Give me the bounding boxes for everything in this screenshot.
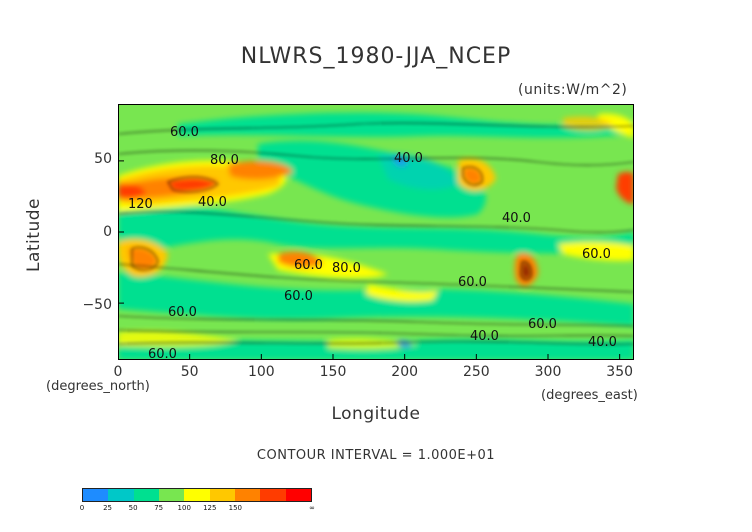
colorbar-swatch — [285, 489, 311, 501]
contour-label: 40.0 — [394, 151, 423, 166]
x-tick-label: 100 — [247, 364, 275, 380]
contour-lines — [118, 122, 634, 345]
contour-label: 60.0 — [528, 317, 557, 332]
y-axis-label: Latitude — [24, 198, 44, 272]
colorbar-tick-label: 125 — [203, 504, 217, 512]
y-tick-label: −50 — [82, 297, 112, 313]
units-label: (units:W/m^2) — [518, 82, 628, 98]
colorbar-tick-label: 50 — [128, 504, 138, 512]
contour-label: 60.0 — [284, 289, 313, 304]
heatmap-field — [118, 112, 634, 360]
colorbar — [82, 488, 312, 502]
x-tick-label: 250 — [462, 364, 490, 380]
axis-ticks — [118, 160, 621, 360]
colorbar-swatch — [184, 489, 210, 501]
contour-label: 60.0 — [170, 125, 199, 140]
colorbar-swatch — [108, 489, 134, 501]
colorbar-tick-label: 100 — [177, 504, 191, 512]
colorbar-swatch — [234, 489, 261, 501]
contour-label: 60.0 — [294, 258, 323, 273]
contour-label: 40.0 — [502, 211, 531, 226]
x-tick-label: 350 — [606, 364, 634, 380]
contour-interval: CONTOUR INTERVAL = 1.000E+01 — [256, 448, 496, 463]
x-tick-label: 0 — [113, 364, 123, 380]
x-tick-label: 300 — [534, 364, 562, 380]
colorbar-swatch — [209, 489, 235, 501]
contour-label: 60.0 — [168, 305, 197, 320]
colorbar-tick-label: 0 — [79, 504, 85, 512]
x-unit-note: (degrees_east) — [541, 388, 638, 403]
x-tick-label: 50 — [180, 364, 199, 380]
colorbar-swatch — [83, 489, 109, 501]
colorbar-swatch — [158, 489, 185, 501]
x-tick-label: 200 — [391, 364, 419, 380]
colorbar-tick-label: ∞ — [309, 504, 315, 512]
contour-label: 40.0 — [588, 335, 617, 350]
contour-label: 120 — [128, 197, 153, 212]
y-tick-label: 50 — [94, 151, 112, 167]
colorbar-tick-label: 25 — [103, 504, 112, 512]
colorbar-tick-label: 150 — [228, 504, 243, 512]
contour-label: 60.0 — [458, 275, 487, 290]
colorbar-swatch — [260, 489, 286, 501]
x-axis-label: Longitude — [331, 404, 421, 424]
chart-title: NLWRS_1980-JJA_NCEP — [240, 44, 512, 69]
y-unit-note: (degrees_north) — [46, 379, 150, 394]
x-tick-label: 150 — [319, 364, 347, 380]
colorbar-swatch — [133, 489, 159, 501]
contour-label: 40.0 — [198, 195, 227, 210]
contour-label: 80.0 — [210, 153, 239, 168]
y-tick-label: 0 — [103, 224, 112, 240]
contour-label: 40.0 — [470, 329, 499, 344]
contour-label: 60.0 — [148, 347, 177, 360]
contour-label: 80.0 — [332, 261, 361, 276]
colorbar-tick-label: 75 — [154, 504, 164, 512]
plot-area: 60.0 80.0 40.0 120 40.0 60.0 80.0 60.0 6… — [118, 104, 634, 360]
contour-label: 60.0 — [582, 247, 611, 262]
